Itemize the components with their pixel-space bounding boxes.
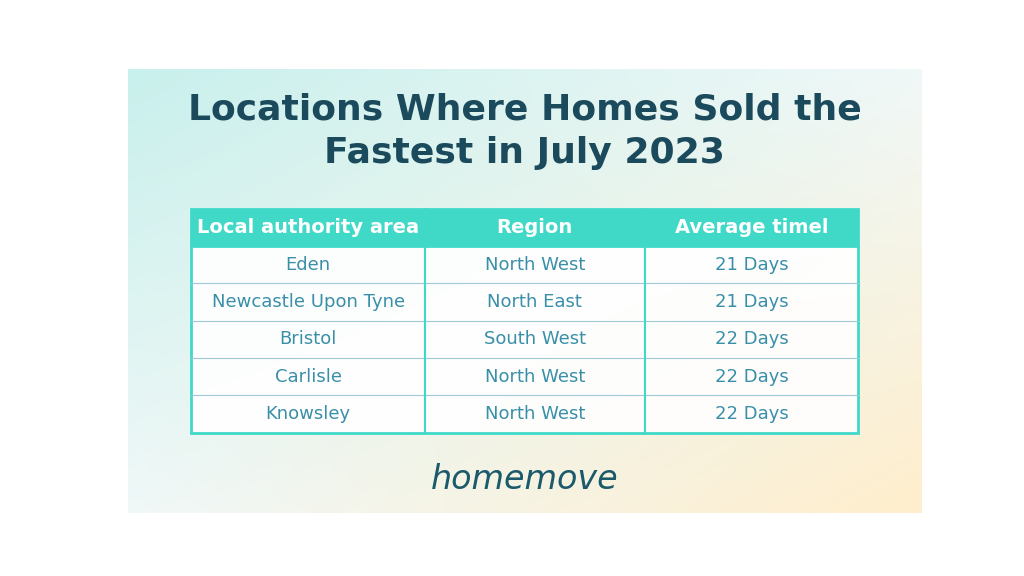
Text: 21 Days: 21 Days [715, 293, 788, 311]
Text: Fastest in July 2023: Fastest in July 2023 [325, 137, 725, 170]
Text: Bristol: Bristol [280, 331, 337, 348]
Text: North East: North East [487, 293, 583, 311]
Text: Carlisle: Carlisle [274, 368, 342, 386]
Bar [191, 246, 858, 433]
Bar [191, 209, 858, 246]
Text: homemove: homemove [431, 463, 618, 496]
Text: North West: North West [484, 368, 585, 386]
Text: Eden: Eden [286, 256, 331, 274]
Text: Average timel: Average timel [675, 218, 828, 237]
Text: 22 Days: 22 Days [715, 331, 788, 348]
Text: Region: Region [497, 218, 572, 237]
Text: 22 Days: 22 Days [715, 405, 788, 423]
Text: South West: South West [483, 331, 586, 348]
Bar [191, 209, 858, 433]
Text: Newcastle Upon Tyne: Newcastle Upon Tyne [212, 293, 404, 311]
Text: 21 Days: 21 Days [715, 256, 788, 274]
Text: Locations Where Homes Sold the: Locations Where Homes Sold the [188, 92, 861, 126]
Text: Knowsley: Knowsley [265, 405, 350, 423]
Text: Local authority area: Local authority area [197, 218, 419, 237]
Text: North West: North West [484, 256, 585, 274]
Text: North West: North West [484, 405, 585, 423]
Text: 22 Days: 22 Days [715, 368, 788, 386]
